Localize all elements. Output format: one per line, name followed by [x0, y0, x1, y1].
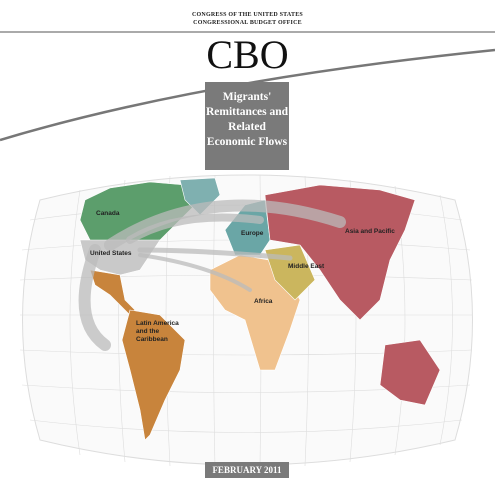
region-label: Canada [96, 210, 120, 217]
header-line: CONGRESSIONAL BUDGET OFFICE [193, 20, 302, 26]
australia [379, 339, 441, 406]
region-label: Middle East [288, 263, 325, 270]
region-label: Africa [254, 298, 273, 305]
world-map [19, 174, 473, 469]
logo: CBO [206, 32, 289, 77]
south-america [121, 309, 186, 441]
report-title: Migrants' Remittances and Related Econom… [205, 82, 289, 170]
report-date: FEBRUARY 2011 [205, 462, 289, 478]
header-line: CONGRESS OF THE UNITED STATES [192, 12, 303, 18]
flow-arrows [78, 199, 346, 351]
asia [264, 184, 416, 321]
region-label: Asia and Pacific [345, 228, 395, 235]
region-label: Europe [241, 230, 264, 237]
region-label: United States [90, 250, 132, 257]
africa [209, 254, 301, 371]
region-label: Latin America and the Caribbean [136, 320, 179, 343]
